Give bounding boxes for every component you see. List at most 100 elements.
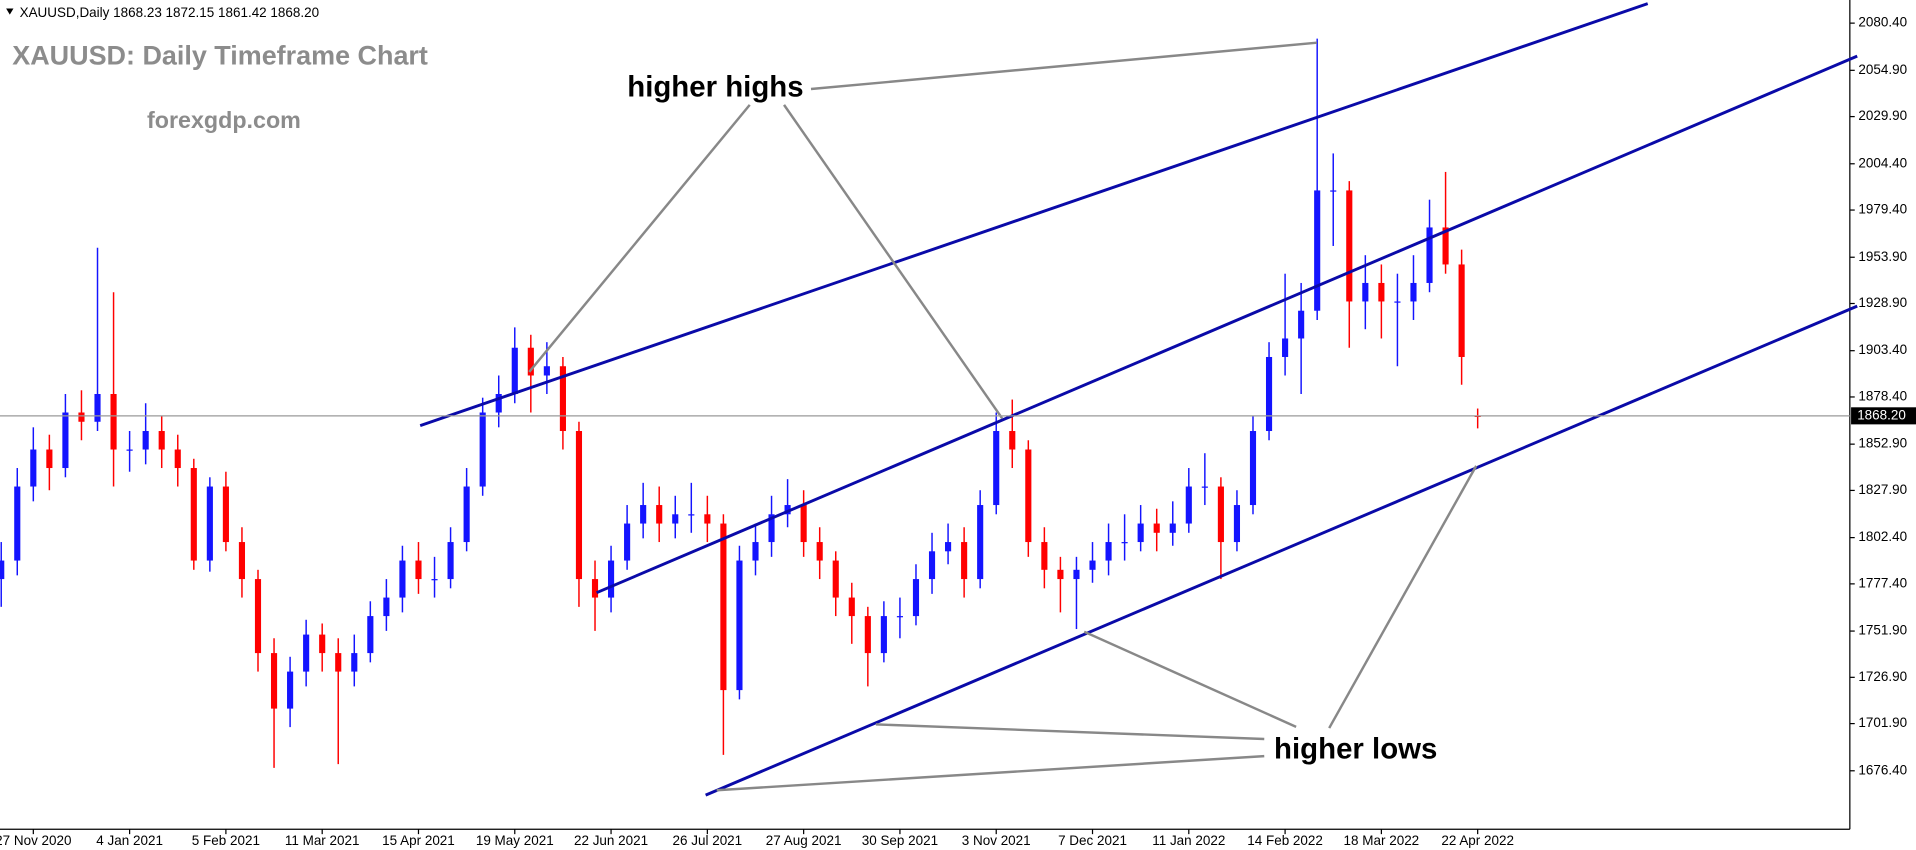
candle-body: [1410, 282, 1417, 302]
candle-body: [62, 412, 69, 469]
candle-body: [1009, 431, 1016, 450]
x-tick-label: 11 Mar 2021: [285, 833, 360, 848]
candle-body: [383, 597, 390, 617]
candle-body: [1314, 190, 1321, 311]
candle-body: [624, 523, 631, 561]
y-tick-label: 1726.90: [1858, 669, 1907, 684]
y-tick-label: 1953.90: [1858, 249, 1907, 264]
channel-lines: [419, 2, 1858, 797]
candle-body: [94, 393, 101, 422]
annotation: higher lows: [1274, 733, 1437, 766]
x-tick-label: 7 Dec 2021: [1058, 833, 1127, 848]
pointer: [783, 104, 1004, 419]
candle-body: [222, 486, 229, 543]
candle-body: [1330, 190, 1337, 192]
candle-body: [126, 449, 133, 451]
candle-body: [270, 653, 278, 709]
y-tick-label: 1751.90: [1858, 623, 1907, 638]
pointer: [810, 41, 1318, 91]
x-tick-label: 5 Feb 2021: [192, 833, 260, 848]
candle-body: [495, 393, 502, 413]
candle-body: [575, 431, 583, 580]
x-tick-label: 22 Apr 2022: [1441, 833, 1514, 848]
y-tick-label: 1827.90: [1858, 482, 1907, 497]
candle-body: [896, 616, 903, 618]
y-tick-label: 1878.40: [1858, 389, 1907, 404]
pointer: [528, 104, 751, 373]
candle-body: [1426, 227, 1433, 283]
candle-body: [832, 560, 839, 598]
candle-body: [1298, 310, 1305, 339]
candle-body: [784, 505, 791, 515]
x-tick-label: 14 Feb 2022: [1247, 833, 1323, 848]
candle-body: [254, 579, 262, 654]
candle-body: [1265, 356, 1273, 432]
candles: [0, 38, 1481, 768]
x-tick-label: 22 Jun 2021: [574, 833, 648, 848]
candle-body: [351, 653, 358, 672]
candle-body: [110, 393, 117, 450]
candle-body: [1153, 523, 1160, 533]
candle-body: [1201, 486, 1208, 488]
candle-body: [14, 486, 21, 561]
candle-body: [993, 431, 1000, 506]
candle-body: [190, 468, 197, 561]
candle-body: [880, 616, 887, 654]
candle-body: [1346, 190, 1353, 302]
candle-body: [752, 542, 759, 561]
candle-body: [206, 486, 213, 561]
candle-body: [46, 449, 53, 469]
middle-trendline: [596, 54, 1858, 595]
x-tick-label: 27 Nov 2020: [0, 833, 72, 848]
chart-subtitle: forexgdp.com: [147, 107, 301, 133]
candle-body: [768, 514, 775, 543]
candle-body: [1057, 569, 1064, 580]
annotation: higher highs: [627, 70, 803, 103]
candle-body: [1458, 264, 1465, 357]
candle-body: [912, 579, 920, 617]
candle-body: [1217, 486, 1224, 543]
chart-header: XAUUSD,Daily 1868.23 1872.15 1861.42 186…: [20, 5, 320, 20]
candle-body: [30, 449, 37, 487]
candle-body: [736, 560, 743, 691]
candle-body: [1025, 449, 1032, 543]
y-tick-label: 2029.90: [1858, 108, 1907, 123]
menu-arrow[interactable]: [6, 8, 14, 15]
candle-body: [945, 542, 952, 552]
x-tick-label: 30 Sep 2021: [862, 833, 938, 848]
candle-body: [238, 542, 246, 580]
chart-title: XAUUSD: Daily Timeframe Chart: [12, 41, 428, 71]
candle-body: [656, 505, 663, 524]
x-tick-label: 26 Jul 2021: [673, 833, 743, 848]
candle-body: [816, 542, 823, 561]
y-tick-label: 1777.40: [1858, 575, 1907, 590]
candle-body: [559, 366, 566, 432]
candle-body: [0, 560, 5, 580]
candle-body: [1394, 301, 1401, 303]
y-tick-label: 1979.40: [1858, 202, 1907, 217]
annotation-pointers: [528, 41, 1478, 792]
y-tick-label: 1802.40: [1858, 529, 1907, 544]
candle-body: [1073, 569, 1080, 580]
candle-body: [335, 653, 342, 672]
candle-body: [928, 551, 936, 580]
candle-body: [704, 514, 711, 524]
candle-body: [174, 449, 181, 469]
candle-body: [848, 597, 855, 617]
candle-body: [303, 634, 310, 672]
upper-trendline: [419, 2, 1649, 427]
candle-body: [1089, 560, 1096, 570]
x-tick-label: 18 Mar 2022: [1344, 833, 1420, 848]
candle-body: [1282, 338, 1289, 357]
candle-body: [431, 579, 438, 581]
candle-body: [591, 579, 599, 598]
x-tick-label: 3 Nov 2021: [962, 833, 1031, 848]
y-tick-label: 1852.90: [1858, 436, 1907, 451]
y-tick-label: 1701.90: [1858, 715, 1907, 730]
pointer: [716, 754, 1265, 792]
x-tick-label: 15 Apr 2021: [382, 833, 455, 848]
candle-body: [1442, 227, 1449, 265]
